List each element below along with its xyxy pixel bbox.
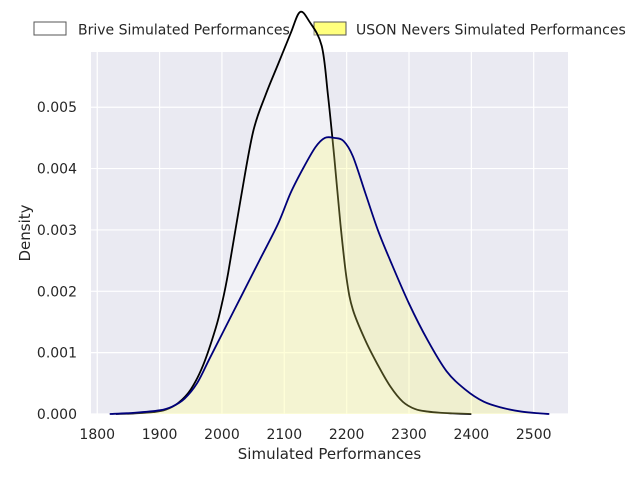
y-tick-label: 0.000 — [37, 407, 77, 423]
y-tick-label: 0.004 — [37, 162, 77, 178]
legend: Brive Simulated Performances USON Nevers … — [33, 21, 626, 39]
series-2-point — [196, 383, 197, 384]
x-tick-label: 1800 — [79, 427, 115, 443]
series-2-point — [408, 303, 409, 304]
series-1-point — [277, 64, 278, 65]
series-2-point — [549, 413, 550, 414]
series-1-point — [221, 303, 222, 304]
y-axis: 0.000 0.001 0.002 0.003 0.004 0.005 — [37, 100, 77, 423]
series-2-point — [221, 334, 222, 335]
series-1-point — [299, 12, 300, 13]
legend-swatch-2 — [313, 21, 347, 36]
series-1-point — [190, 389, 191, 390]
x-tick-label: 1900 — [142, 427, 178, 443]
x-axis-label: Simulated Performances — [238, 445, 422, 463]
series-1-point — [203, 364, 204, 365]
series-1-point — [321, 45, 322, 46]
series-2-point — [159, 410, 160, 411]
series-2-point — [324, 137, 325, 138]
x-tick-label: 2300 — [391, 427, 427, 443]
series-2-point — [134, 412, 135, 413]
series-2-point — [109, 413, 110, 414]
series-2-point — [184, 398, 185, 399]
series-2-point — [290, 193, 291, 194]
x-tick-label: 2400 — [454, 427, 490, 443]
series-2-point — [446, 370, 447, 371]
series-1-point — [228, 272, 229, 273]
series-1-point — [265, 94, 266, 95]
series-2-line — [109, 136, 550, 415]
series-1-point — [327, 94, 328, 95]
series-2-point — [315, 147, 316, 148]
series-2-area — [109, 137, 550, 414]
series-1-point — [215, 328, 216, 329]
series-2-point — [502, 407, 503, 408]
y-axis-label: Density — [16, 204, 34, 261]
series-2-point — [277, 223, 278, 224]
series-2-point — [521, 411, 522, 412]
series-1-line — [115, 10, 472, 415]
series-2-point — [343, 140, 344, 141]
series-1-point — [253, 131, 254, 132]
series-2-point — [377, 229, 378, 230]
legend-label-2: USON Nevers Simulated Performances — [356, 23, 626, 39]
series-2-point — [483, 401, 484, 402]
series-1-point — [309, 21, 310, 22]
series-2-point — [259, 260, 260, 261]
y-tick-label: 0.003 — [37, 223, 77, 239]
series-2-point — [465, 389, 466, 390]
series-2-point — [539, 413, 540, 414]
series-2-point — [240, 297, 241, 298]
x-tick-label: 2200 — [329, 427, 365, 443]
series-2-point — [209, 358, 210, 359]
series-1-point — [290, 33, 291, 34]
plot-area — [91, 10, 568, 415]
y-tick-label: 0.002 — [37, 284, 77, 300]
series-1-area — [115, 11, 472, 414]
series-1-point — [240, 199, 241, 200]
series-2-point — [390, 260, 391, 261]
x-tick-label: 2100 — [266, 427, 302, 443]
y-tick-label: 0.005 — [37, 100, 77, 116]
series-2-point — [171, 406, 172, 407]
x-axis: 1800 1900 2000 2100 2200 2300 2400 2500 — [79, 427, 551, 443]
series-2-point — [427, 340, 428, 341]
legend-label-1: Brive Simulated Performances — [78, 23, 290, 39]
legend-swatch-1 — [33, 21, 67, 36]
series-2-point — [365, 193, 366, 194]
series-2-point — [334, 137, 335, 138]
series-2-point — [302, 168, 303, 169]
x-tick-label: 2500 — [516, 427, 552, 443]
series-2-point — [352, 156, 353, 157]
y-tick-label: 0.001 — [37, 346, 77, 362]
x-tick-label: 2000 — [204, 427, 240, 443]
